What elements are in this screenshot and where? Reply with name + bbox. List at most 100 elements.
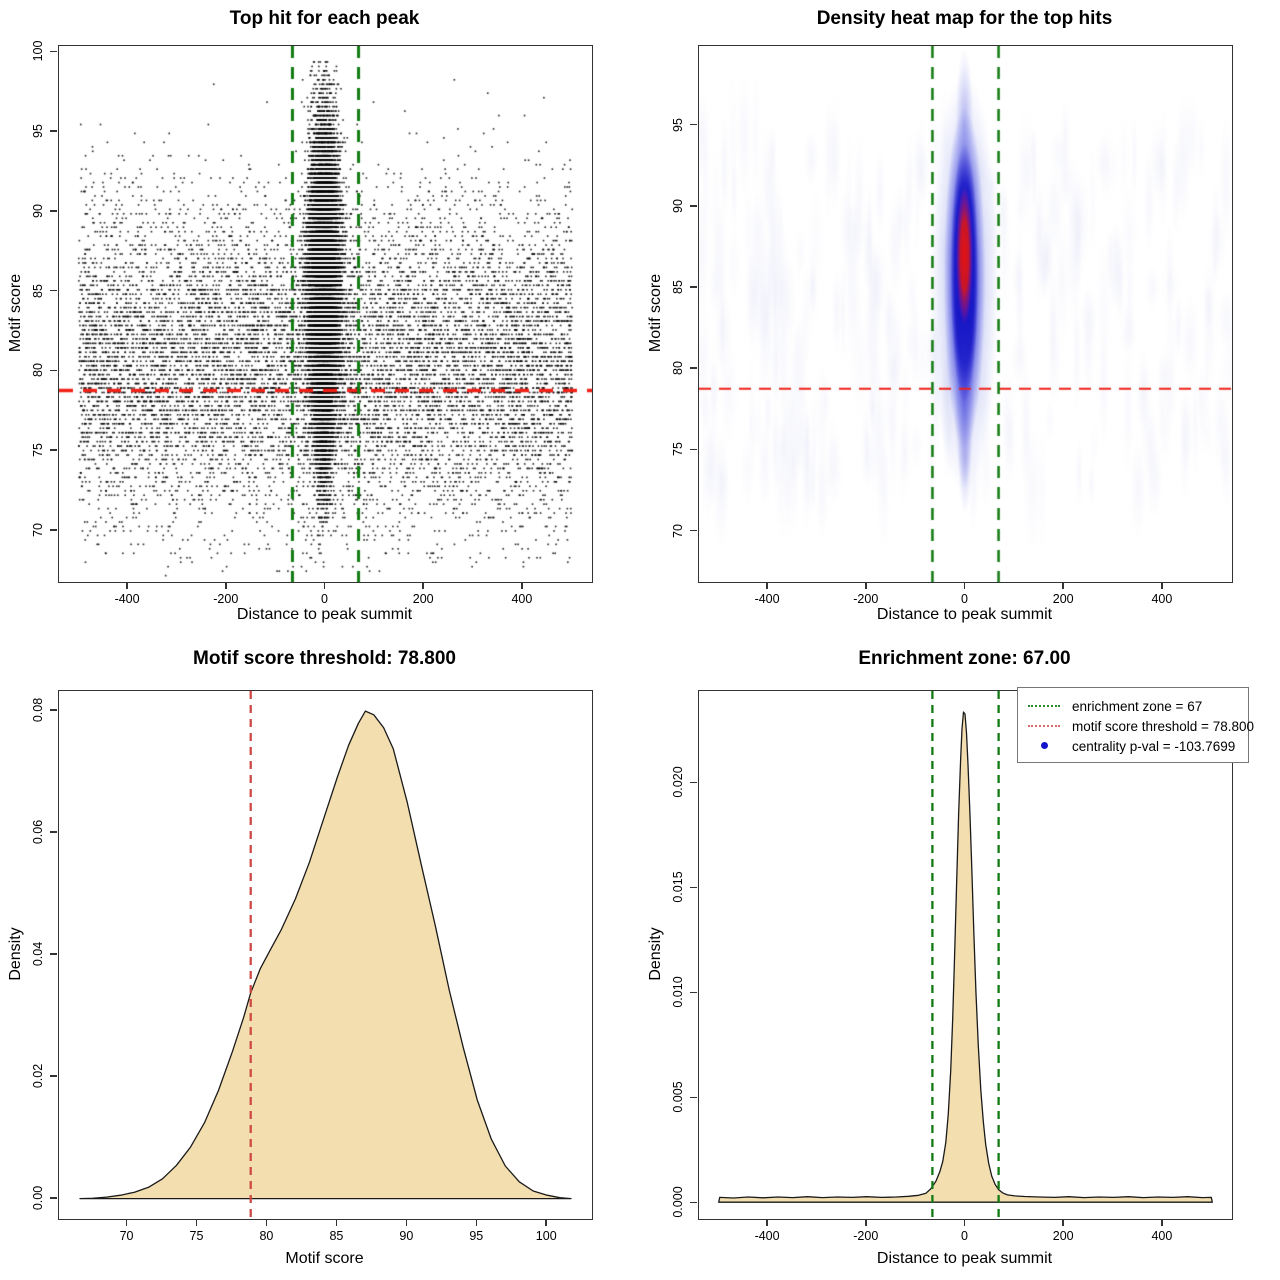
x-tick — [126, 582, 128, 589]
y-tick-label: 0.02 — [31, 1063, 45, 1089]
y-tick-label: 0.00 — [31, 1185, 45, 1211]
x-tick-label: 90 — [399, 1229, 414, 1243]
x-tick — [545, 1219, 547, 1226]
blue-dot-icon — [1040, 742, 1048, 750]
y-axis-label: Density — [7, 927, 24, 981]
heatmap-canvas — [699, 46, 1232, 582]
y-tick-label: 0.04 — [31, 941, 45, 967]
page-title: Top hit for each peak — [229, 8, 420, 29]
page-title: Density heat map for the top hits — [816, 8, 1113, 29]
score-density-plot-area — [58, 690, 593, 1220]
x-tick — [1161, 1219, 1163, 1226]
y-tick — [50, 210, 57, 212]
x-tick-label: 0 — [321, 592, 328, 606]
y-tick — [50, 953, 57, 955]
y-tick — [690, 529, 697, 532]
x-axis-label: Motif score — [285, 1250, 364, 1267]
x-axis-label: Distance to peak summit — [236, 606, 413, 623]
x-tick-label: 200 — [1052, 1229, 1074, 1243]
legend-row-score-threshold: motif score threshold = 78.800 — [1028, 716, 1254, 736]
x-tick-label: 400 — [1151, 592, 1173, 606]
x-tick — [865, 582, 867, 589]
y-tick — [690, 886, 697, 889]
y-tick-label: 80 — [671, 361, 685, 376]
y-tick-label: 90 — [31, 203, 45, 218]
x-tick-label: -400 — [754, 592, 780, 606]
x-axis-label: Distance to peak summit — [876, 606, 1053, 623]
y-tick-label: 100 — [31, 40, 45, 62]
x-tick — [335, 1219, 338, 1226]
x-tick-label: -400 — [754, 1229, 780, 1243]
x-tick — [1161, 582, 1163, 589]
x-tick-label: 0 — [961, 1229, 968, 1243]
scatter-plot-area — [58, 45, 593, 583]
y-tick — [690, 205, 697, 207]
y-tick-label: 0.08 — [31, 697, 45, 723]
x-tick-label: 200 — [412, 592, 434, 606]
x-tick — [865, 1219, 867, 1226]
y-tick — [50, 289, 57, 292]
x-tick-label: 85 — [329, 1229, 344, 1243]
x-axis-label: Distance to peak summit — [876, 1250, 1053, 1267]
legend-swatch — [1028, 737, 1060, 755]
legend: enrichment zone = 67 motif score thresho… — [1017, 687, 1254, 763]
y-tick-label: 75 — [671, 442, 685, 457]
y-tick — [50, 709, 57, 711]
y-tick-label: 95 — [31, 124, 45, 139]
y-tick-label: 0.000 — [671, 1186, 685, 1218]
y-tick-label: 80 — [31, 363, 45, 378]
y-tick — [50, 369, 57, 372]
y-tick — [690, 367, 697, 369]
x-tick-label: 80 — [259, 1229, 274, 1243]
y-tick — [50, 529, 57, 531]
y-tick — [50, 1197, 57, 1199]
x-tick — [766, 582, 768, 589]
y-tick — [690, 123, 697, 126]
x-tick-label: 400 — [511, 592, 533, 606]
y-tick-label: 75 — [31, 443, 45, 458]
y-tick-label: 0.06 — [31, 819, 45, 845]
y-tick-label: 90 — [671, 198, 685, 213]
y-tick-label: 0.005 — [671, 1081, 685, 1113]
x-tick-label: 200 — [1052, 592, 1074, 606]
heatmap-plot-area — [698, 45, 1233, 583]
scatter-canvas — [59, 46, 592, 582]
y-tick-label: 0.015 — [671, 871, 685, 903]
legend-label: centrality p-val = -103.7699 — [1072, 738, 1236, 754]
x-tick-label: -200 — [213, 592, 239, 606]
y-tick — [690, 448, 697, 451]
legend-label: enrichment zone = 67 — [1072, 698, 1203, 714]
y-tick — [50, 1075, 57, 1077]
y-tick — [50, 831, 57, 833]
page-title: Enrichment zone: 67.00 — [858, 648, 1071, 669]
y-tick — [50, 130, 57, 132]
y-tick-label: 85 — [31, 283, 45, 298]
x-tick — [1062, 582, 1064, 589]
density-curve — [718, 711, 1213, 1203]
x-tick-label: 75 — [189, 1229, 204, 1243]
x-tick — [963, 1219, 966, 1226]
y-axis-label: Motif score — [647, 273, 664, 353]
density-curve — [79, 710, 572, 1200]
green-dotted-line-icon — [1028, 705, 1060, 707]
y-tick-label: 95 — [671, 117, 685, 132]
x-tick — [475, 1219, 478, 1226]
distance-density-plot-area — [698, 690, 1233, 1220]
x-tick — [766, 1219, 768, 1226]
x-tick — [225, 582, 227, 589]
y-tick-label: 0.010 — [671, 976, 685, 1008]
x-tick-label: 95 — [469, 1229, 484, 1243]
x-tick-label: -400 — [114, 592, 140, 606]
x-tick — [405, 1219, 408, 1226]
y-tick — [690, 1096, 697, 1099]
y-tick — [50, 50, 57, 53]
y-axis-label: Motif score — [7, 273, 24, 353]
y-tick — [690, 1201, 697, 1203]
x-tick — [125, 1219, 128, 1226]
y-tick — [690, 286, 697, 288]
x-tick — [521, 582, 523, 589]
y-tick-label: 70 — [31, 522, 45, 537]
distance-density-svg — [718, 691, 1213, 1219]
y-tick — [690, 991, 697, 994]
